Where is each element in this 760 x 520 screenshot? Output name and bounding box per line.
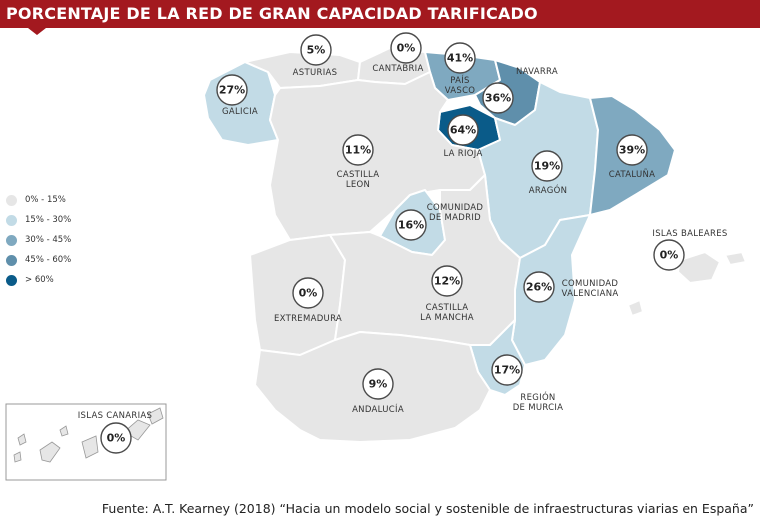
value-pais-vasco: 41%	[447, 52, 473, 65]
value-asturias: 5%	[307, 44, 326, 57]
value-aragon: 19%	[534, 160, 560, 173]
region-baleares-ibiza	[627, 299, 644, 317]
legend: 0% - 15% 15% - 30% 30% - 45% 45% - 60% >…	[6, 190, 71, 290]
value-navarra: 36%	[485, 92, 511, 105]
legend-label: 45% - 60%	[25, 255, 72, 265]
legend-swatch	[6, 234, 17, 246]
legend-swatch	[6, 274, 17, 286]
value-cataluna: 39%	[619, 144, 645, 157]
label-cantabria: CANTABRIA	[372, 64, 423, 74]
label-navarra: NAVARRA	[516, 67, 558, 77]
bubble-canarias: 0%	[100, 422, 132, 454]
bubble-castilla-mancha: 12%	[431, 265, 463, 297]
label-castilla-mancha-1: CASTILLA	[426, 303, 469, 313]
value-cantabria: 0%	[397, 42, 416, 55]
value-castilla-leon: 11%	[345, 144, 371, 157]
legend-label: 0% - 15%	[25, 195, 66, 205]
label-murcia-2: DE MURCIA	[513, 403, 564, 413]
region-baleares-menorca	[724, 251, 747, 266]
legend-swatch	[6, 194, 17, 206]
label-castilla-leon-1: CASTILLA	[337, 170, 380, 180]
value-andalucia: 9%	[369, 378, 388, 391]
value-galicia: 27%	[219, 84, 245, 97]
map-title: PORCENTAJE DE LA RED DE GRAN CAPACIDAD T…	[0, 0, 760, 28]
label-galicia: GALICIA	[222, 107, 258, 117]
canarias-inset-frame	[5, 403, 167, 481]
value-murcia: 17%	[494, 364, 520, 377]
bubble-aragon: 19%	[531, 150, 563, 182]
legend-swatch	[6, 214, 17, 226]
label-aragon: ARAGÓN	[529, 184, 567, 196]
bubble-valenciana: 26%	[523, 271, 555, 303]
value-canarias: 0%	[107, 432, 126, 445]
spain-map: GALICIA ASTURIAS CANTABRIA PAÍS VASCO NA…	[5, 32, 747, 481]
value-extremadura: 0%	[299, 287, 318, 300]
region-galicia	[203, 61, 279, 146]
bubble-andalucia: 9%	[362, 368, 394, 400]
bubble-extremadura: 0%	[292, 277, 324, 309]
source-note: Fuente: A.T. Kearney (2018) “Hacia un mo…	[101, 501, 754, 516]
label-murcia-1: REGIÓN	[520, 391, 555, 403]
legend-label: 30% - 45%	[25, 235, 72, 245]
legend-label: 15% - 30%	[25, 215, 72, 225]
bubble-pais-vasco: 41%	[444, 42, 476, 74]
legend-item-30-45: 30% - 45%	[6, 230, 71, 250]
label-asturias: ASTURIAS	[293, 68, 338, 78]
label-valenciana-2: VALENCIANA	[562, 289, 619, 299]
label-baleares: ISLAS BALEARES	[652, 229, 727, 239]
label-canarias: ISLAS CANARIAS	[78, 411, 153, 421]
legend-item-0-15: 0% - 15%	[6, 190, 71, 210]
legend-item-15-30: 15% - 30%	[6, 210, 71, 230]
bubble-navarra: 36%	[482, 82, 514, 114]
title-notch	[28, 28, 46, 35]
legend-swatch	[6, 254, 17, 266]
value-baleares: 0%	[660, 249, 679, 262]
label-pais-vasco-1: PAÍS	[450, 74, 470, 86]
region-baleares-mallorca	[677, 251, 721, 284]
bubble-cantabria: 0%	[390, 32, 422, 64]
label-pais-vasco-2: VASCO	[445, 86, 476, 96]
label-castilla-mancha-2: LA MANCHA	[420, 313, 474, 323]
value-la-rioja: 64%	[450, 124, 476, 137]
bubble-baleares: 0%	[653, 239, 685, 271]
label-madrid-2: DE MADRID	[429, 213, 481, 223]
label-extremadura: EXTREMADURA	[274, 314, 342, 324]
value-castilla-mancha: 12%	[434, 275, 460, 288]
bubble-asturias: 5%	[300, 34, 332, 66]
value-valenciana: 26%	[526, 281, 552, 294]
value-madrid: 16%	[398, 219, 424, 232]
label-castilla-leon-2: LEON	[346, 180, 370, 190]
bubble-castilla-leon: 11%	[342, 134, 374, 166]
legend-item-60: > 60%	[6, 270, 71, 290]
label-la-rioja: LA RIOJA	[443, 149, 482, 159]
bubble-galicia: 27%	[216, 74, 248, 106]
bubble-murcia: 17%	[491, 354, 523, 386]
label-andalucia: ANDALUCÍA	[352, 403, 404, 415]
label-cataluna: CATALUÑA	[609, 169, 656, 180]
bubble-madrid: 16%	[395, 209, 427, 241]
label-valenciana-1: COMUNIDAD	[562, 279, 619, 289]
label-madrid-1: COMUNIDAD	[427, 203, 484, 213]
bubble-cataluna: 39%	[616, 134, 648, 166]
bubble-la-rioja: 64%	[447, 114, 479, 146]
legend-item-45-60: 45% - 60%	[6, 250, 71, 270]
legend-label: > 60%	[25, 275, 54, 285]
